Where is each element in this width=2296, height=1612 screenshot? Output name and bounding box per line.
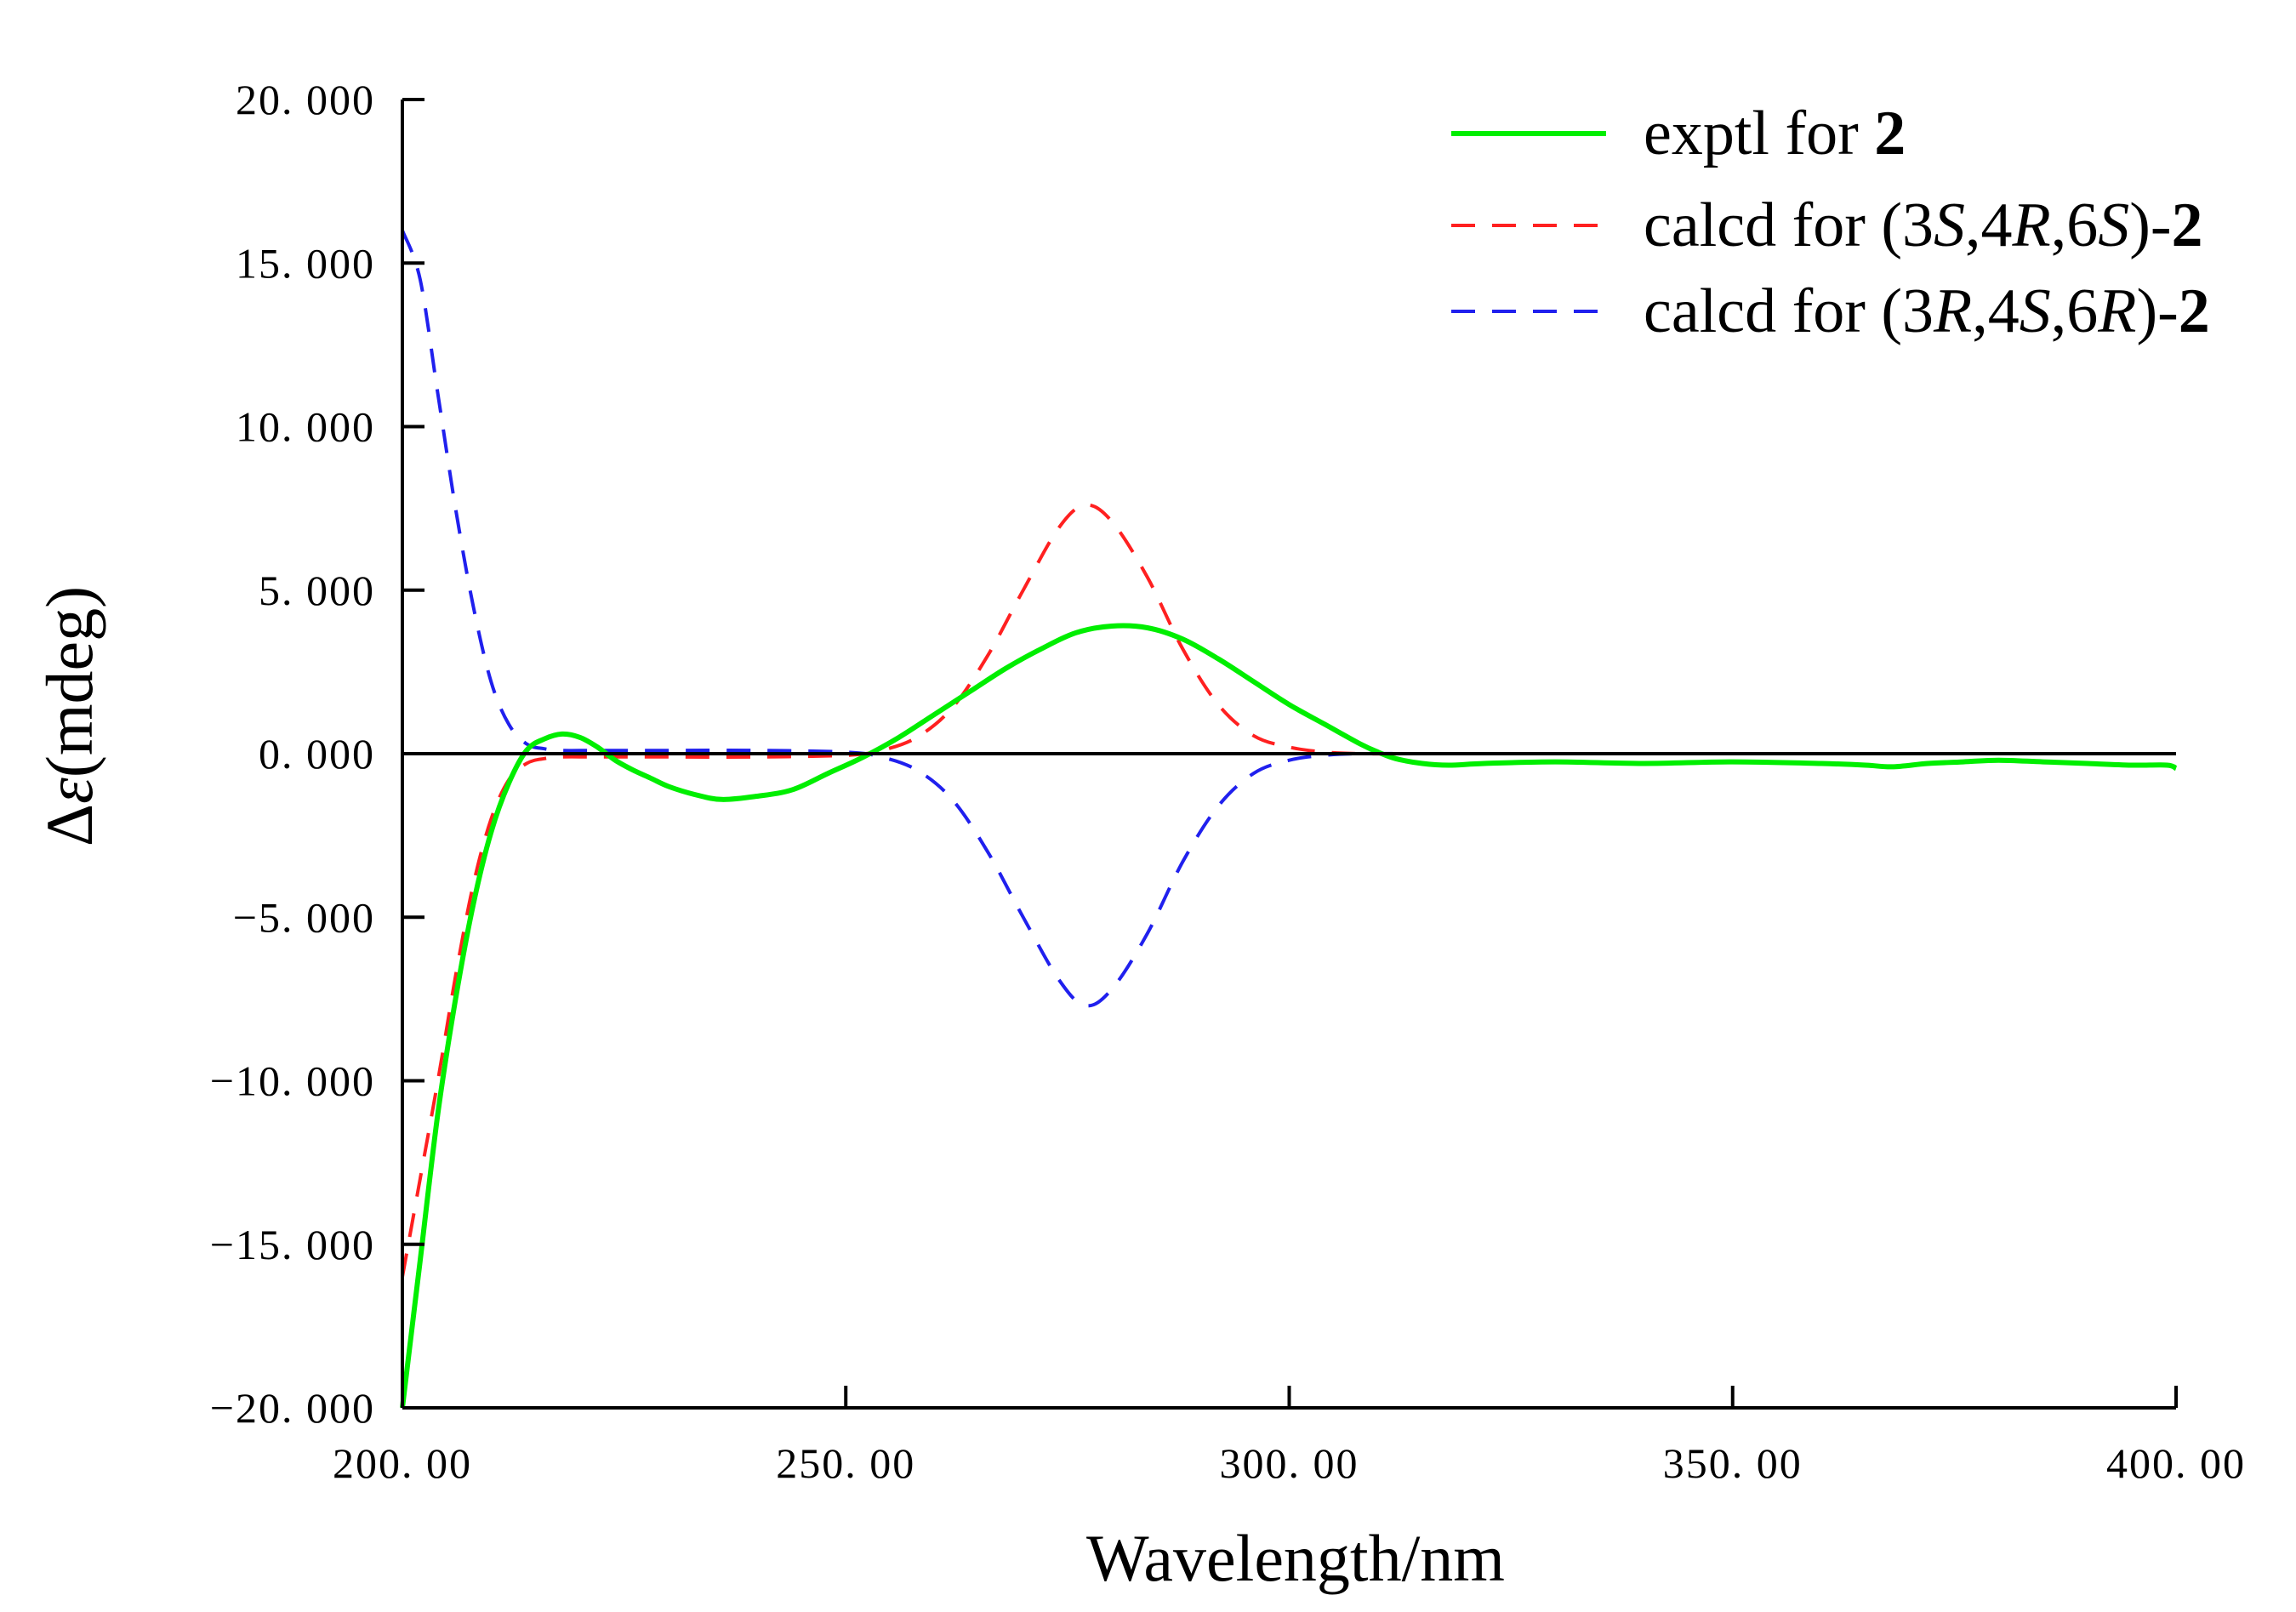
legend: exptl for 2 calcd for (3S,4R,6S)-2 calcd f… <box>1451 99 2210 346</box>
y-tick-label: −10. 000 <box>210 1057 375 1105</box>
y-tick-label: −15. 000 <box>210 1221 375 1268</box>
legend-label-2: calcd for (3R,4S,6R)-2 <box>1644 276 2210 346</box>
x-tick-label: 300. 00 <box>1220 1439 1359 1487</box>
y-tick-label: 0. 000 <box>259 730 375 778</box>
legend-label-0: exptl for 2 <box>1644 99 1906 168</box>
x-tick-label: 250. 00 <box>776 1439 915 1487</box>
x-axis-ticks: 200. 00 250. 00 300. 00 350. 00 400. 00 <box>333 1386 2246 1487</box>
y-tick-label: 5. 000 <box>259 567 375 614</box>
y-axis-title: Δε(mdeg) <box>32 586 106 846</box>
y-tick-label: −5. 000 <box>233 893 375 941</box>
series-line-0 <box>400 623 2178 1409</box>
x-tick-label: 350. 00 <box>1663 1439 1803 1487</box>
x-tick-label: 200. 00 <box>333 1439 472 1487</box>
y-tick-label: −20. 000 <box>210 1384 375 1432</box>
x-tick-label: 400. 00 <box>2106 1439 2246 1487</box>
y-tick-label: 15. 000 <box>236 239 375 287</box>
y-tick-label: 10. 000 <box>236 403 375 451</box>
legend-label-1: calcd for (3S,4R,6S)-2 <box>1644 191 2203 260</box>
x-axis-title: Wavelength/nm <box>1086 1521 1505 1595</box>
y-axis-ticks: 20. 000 15. 000 10. 000 5. 000 0. 000 −5. 000… <box>210 76 424 1432</box>
y-tick-label: 20. 000 <box>236 76 375 123</box>
